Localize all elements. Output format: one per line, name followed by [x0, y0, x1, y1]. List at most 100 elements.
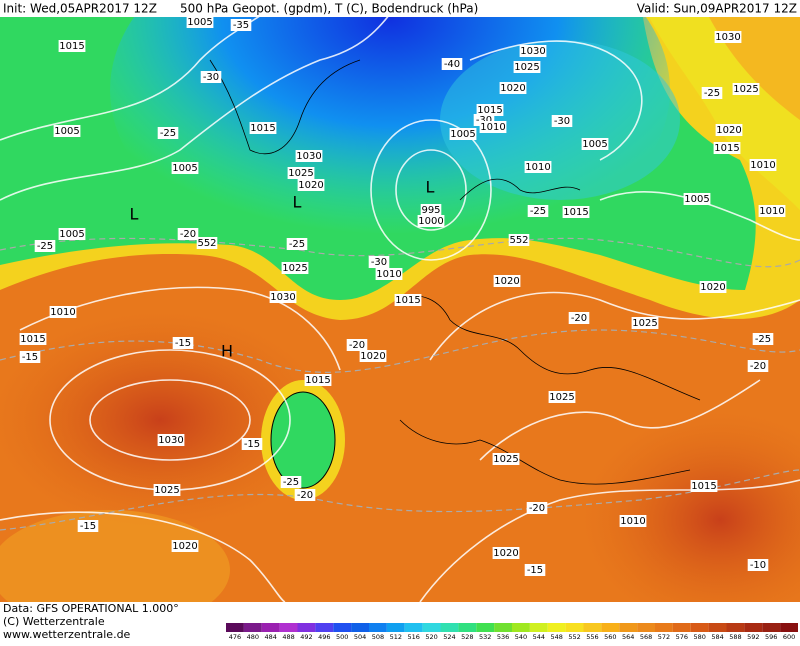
contour-label: 1025	[154, 485, 179, 496]
scale-swatch	[297, 623, 316, 632]
contour-label: 1025	[493, 454, 518, 465]
scale-label: 504	[354, 633, 366, 641]
label-box	[714, 31, 742, 43]
label-box	[631, 317, 659, 329]
pressure-center: L	[130, 205, 139, 224]
scale-swatch	[243, 623, 262, 632]
contour-label: 1030	[520, 46, 545, 57]
scale-label: 536	[497, 633, 509, 641]
contour-label: 1025	[632, 318, 657, 329]
label-box	[492, 547, 520, 559]
label-box	[581, 138, 609, 150]
scale-label: 588	[729, 633, 741, 641]
scale-swatch	[583, 623, 602, 632]
contour-label: 1010	[750, 160, 775, 171]
contour-label: 1030	[270, 292, 295, 303]
contour-label: 1025	[733, 84, 758, 95]
contour-label: -25	[37, 241, 53, 252]
scale-label: 584	[711, 633, 723, 641]
contour-label: -20	[349, 340, 365, 351]
label-box	[368, 256, 390, 268]
contour-label: -25	[289, 239, 305, 250]
contour-label: 1030	[715, 32, 740, 43]
label-box	[281, 262, 309, 274]
contour-label: -25	[160, 128, 176, 139]
label-box	[157, 434, 185, 446]
contour-label: 1025	[282, 263, 307, 274]
label-box	[346, 339, 368, 351]
warm-area	[0, 310, 330, 530]
label-box	[524, 161, 552, 173]
scale-label: 576	[676, 633, 688, 641]
contour-label: 1005	[684, 194, 709, 205]
map-title: 500 hPa Geopot. (gpdm), T (C), Bodendruc…	[180, 2, 478, 16]
label-box	[683, 193, 711, 205]
pressure-center: L	[426, 178, 435, 197]
scale-label: 556	[586, 633, 598, 641]
contour-label: 552	[197, 238, 216, 249]
contour-label: 1030	[296, 151, 321, 162]
contour-label: -30	[476, 115, 492, 126]
header-bar	[0, 0, 800, 17]
label-box	[287, 167, 315, 179]
label-box	[758, 205, 786, 217]
scale-swatch	[547, 623, 566, 632]
contour-label: -20	[750, 361, 766, 372]
contour-label: 1020	[493, 548, 518, 559]
label-box	[297, 179, 325, 191]
contour-label: 1020	[500, 83, 525, 94]
scale-swatch	[351, 623, 369, 632]
scale-label: 540	[515, 633, 527, 641]
label-box	[527, 205, 549, 217]
label-box	[58, 228, 86, 240]
scale-swatch	[476, 623, 495, 632]
contour-label: -20	[529, 503, 545, 514]
scale-label: 496	[318, 633, 330, 641]
contour-label: -30	[203, 72, 219, 83]
contour-label: 1020	[716, 125, 741, 136]
contour-label: -15	[244, 439, 260, 450]
scale-swatch	[726, 623, 745, 632]
scale-swatch	[565, 623, 584, 632]
contour-label: -15	[80, 521, 96, 532]
contour-label: 1005	[450, 129, 475, 140]
label-box	[548, 391, 576, 403]
scale-label: 544	[533, 633, 545, 641]
scale-swatch	[422, 623, 441, 632]
scale-swatch	[386, 623, 405, 632]
contour-label: 1020	[700, 282, 725, 293]
warm-area	[580, 410, 800, 630]
scale-label: 484	[264, 633, 276, 641]
contour-label: -35	[233, 20, 249, 31]
contour-label: -20	[571, 313, 587, 324]
label-box	[449, 128, 477, 140]
contour-label: 1015	[691, 481, 716, 492]
label-box	[269, 291, 297, 303]
coastlines	[209, 59, 701, 485]
scale-swatch	[512, 623, 530, 632]
scale-label: 528	[461, 633, 473, 641]
footer-bar	[0, 602, 800, 642]
contour-label: 1015	[20, 334, 45, 345]
pressure-center: H	[221, 342, 233, 361]
scale-swatch	[690, 623, 709, 632]
label-box	[420, 204, 442, 216]
label-box	[492, 453, 520, 465]
label-box	[493, 275, 521, 287]
scale-label: 512	[390, 633, 402, 641]
label-box	[479, 121, 507, 133]
scale-swatch	[762, 623, 781, 632]
init-time: Init: Wed,05APR2017 12Z	[3, 2, 157, 16]
label-box	[19, 351, 41, 363]
scale-swatch	[440, 623, 459, 632]
label-box	[177, 228, 199, 240]
contour-label: 1000	[418, 216, 443, 227]
label-box	[476, 104, 504, 116]
label-box	[295, 150, 323, 162]
scale-swatch	[780, 623, 798, 632]
isobars	[0, 0, 800, 603]
label-box	[749, 159, 777, 171]
scale-label: 552	[568, 633, 580, 641]
